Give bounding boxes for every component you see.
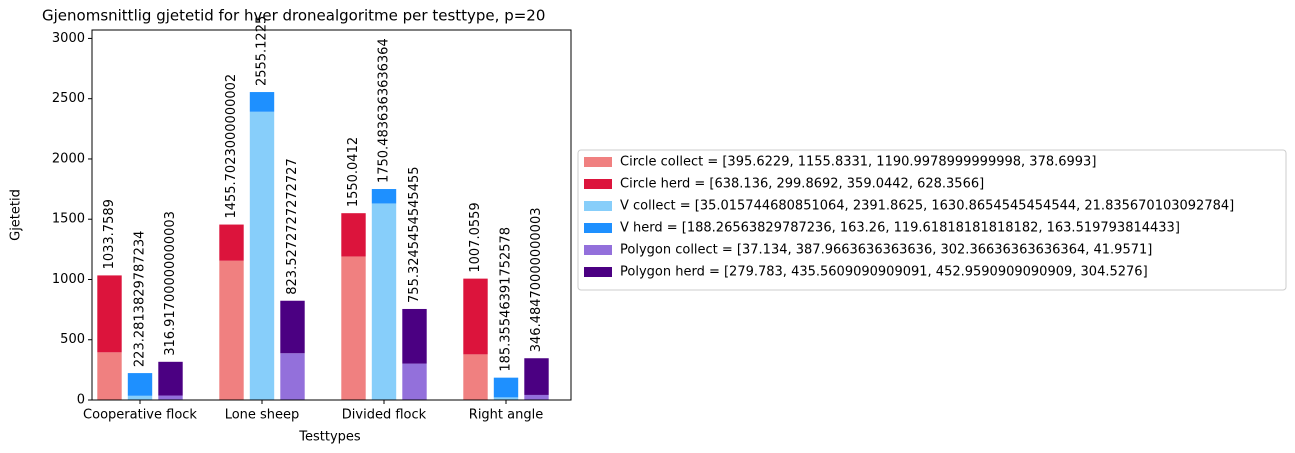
legend-label: Circle collect = [395.6229, 1155.8331, 1… xyxy=(620,155,1096,170)
total-label: 1455.7023000000002 xyxy=(224,74,239,219)
bar-segment xyxy=(524,394,549,400)
bar-segment xyxy=(524,358,549,395)
bar-segment xyxy=(493,397,519,400)
total-label: 2555.1225 xyxy=(255,16,270,86)
bar-segment xyxy=(280,300,305,354)
x-tick-label: Right angle xyxy=(469,408,543,423)
legend-label: Polygon herd = [279.783, 435.56090909090… xyxy=(620,265,1148,280)
bar-segment xyxy=(341,256,366,400)
bar-segment xyxy=(371,189,397,204)
y-tick-label: 0 xyxy=(77,393,85,408)
total-label: 223.2813829787234 xyxy=(133,231,148,367)
y-tick-label: 1000 xyxy=(52,272,85,287)
legend-swatch xyxy=(584,223,612,233)
legend-label: V herd = [188.26563829787236, 163.26, 11… xyxy=(620,221,1180,236)
bar-segment xyxy=(463,354,488,400)
bar-segment xyxy=(158,395,183,400)
bar-segment xyxy=(97,275,122,353)
y-axis-label: Gjetetid xyxy=(9,189,24,241)
legend-label: V collect = [35.015744680851064, 2391.86… xyxy=(620,199,1234,214)
total-label: 1550.0412 xyxy=(346,137,361,207)
legend-swatch xyxy=(584,201,612,211)
chart-title: Gjenomsnittlig gjetetid for hver droneal… xyxy=(42,7,545,25)
bar-segment xyxy=(402,308,427,364)
bar-segment xyxy=(158,361,183,396)
bar-segment xyxy=(249,92,275,112)
legend-label: Circle herd = [638.136, 299.8692, 359.04… xyxy=(620,177,984,192)
total-label: 185.35546391752578 xyxy=(499,227,514,372)
legend-label: Polygon collect = [37.134, 387.966363636… xyxy=(620,243,1152,258)
bar-segment xyxy=(493,377,519,398)
y-tick-label: 500 xyxy=(60,332,85,347)
y-tick-label: 2500 xyxy=(52,91,85,106)
bar-segment xyxy=(219,224,244,261)
bar-segment xyxy=(219,260,244,400)
x-tick-label: Lone sheep xyxy=(225,408,300,423)
bar-segment xyxy=(371,203,397,400)
bar-segment xyxy=(127,395,153,400)
y-tick-label: 2000 xyxy=(52,151,85,166)
x-axis-label: Testtypes xyxy=(298,430,361,445)
total-label: 1007.0559 xyxy=(468,202,483,272)
x-tick-label: Divided flock xyxy=(342,408,427,423)
bar-segment xyxy=(280,353,305,400)
plot-frame xyxy=(91,29,572,401)
legend-box xyxy=(577,149,1287,291)
legend-swatch xyxy=(584,245,612,255)
legend-swatch xyxy=(584,179,612,189)
x-tick-label: Cooperative flock xyxy=(83,408,197,423)
bar-segment xyxy=(249,111,275,401)
total-label: 316.91700000000003 xyxy=(163,211,178,356)
total-label: 755.3245454545455 xyxy=(407,166,422,302)
y-tick-label: 3000 xyxy=(52,31,85,46)
total-label: 823.5272727272727 xyxy=(285,158,300,294)
bar-segment xyxy=(402,363,427,400)
y-tick-label: 1500 xyxy=(52,212,85,227)
bar-segment xyxy=(127,373,153,396)
total-label: 1750.4836363636364 xyxy=(377,38,392,183)
total-label: 346.48470000000003 xyxy=(529,207,544,352)
total-label: 1033.7589 xyxy=(102,199,117,269)
bar-segment xyxy=(97,352,122,400)
bar-segment xyxy=(341,213,366,257)
legend-swatch xyxy=(584,157,612,167)
bar-segment xyxy=(463,278,488,355)
legend-swatch xyxy=(584,267,612,277)
